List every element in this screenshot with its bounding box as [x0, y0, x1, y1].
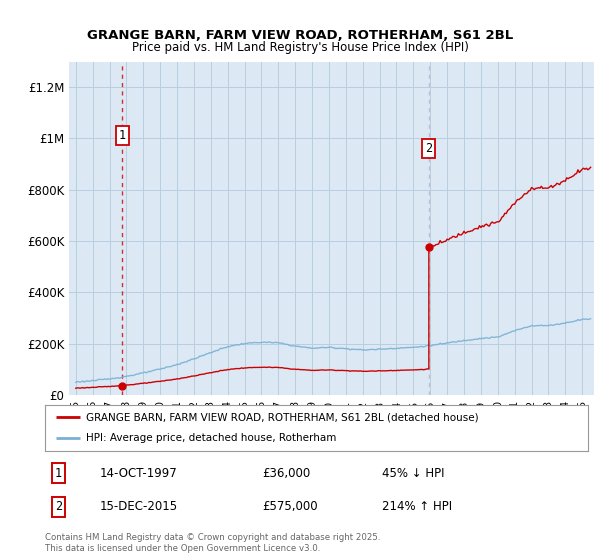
Text: HPI: Average price, detached house, Rotherham: HPI: Average price, detached house, Roth…	[86, 433, 336, 444]
Text: 1: 1	[55, 466, 62, 480]
Text: 45% ↓ HPI: 45% ↓ HPI	[382, 466, 444, 480]
Text: 2: 2	[55, 500, 62, 514]
Point	[424, 243, 434, 252]
Text: 1: 1	[119, 129, 126, 142]
Text: 214% ↑ HPI: 214% ↑ HPI	[382, 500, 452, 514]
Text: £575,000: £575,000	[262, 500, 318, 514]
Text: GRANGE BARN, FARM VIEW ROAD, ROTHERHAM, S61 2BL (detached house): GRANGE BARN, FARM VIEW ROAD, ROTHERHAM, …	[86, 412, 478, 422]
Text: 15-DEC-2015: 15-DEC-2015	[100, 500, 178, 514]
Text: £36,000: £36,000	[262, 466, 310, 480]
Text: GRANGE BARN, FARM VIEW ROAD, ROTHERHAM, S61 2BL: GRANGE BARN, FARM VIEW ROAD, ROTHERHAM, …	[87, 29, 513, 42]
Text: Contains HM Land Registry data © Crown copyright and database right 2025.
This d: Contains HM Land Registry data © Crown c…	[45, 534, 380, 553]
Point	[118, 381, 127, 390]
Text: 2: 2	[425, 142, 433, 155]
Text: 14-OCT-1997: 14-OCT-1997	[100, 466, 177, 480]
Text: Price paid vs. HM Land Registry's House Price Index (HPI): Price paid vs. HM Land Registry's House …	[131, 40, 469, 54]
